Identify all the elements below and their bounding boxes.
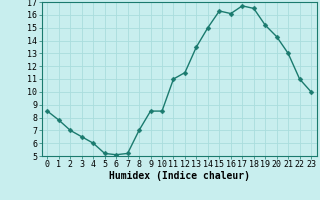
X-axis label: Humidex (Indice chaleur): Humidex (Indice chaleur)	[109, 171, 250, 181]
